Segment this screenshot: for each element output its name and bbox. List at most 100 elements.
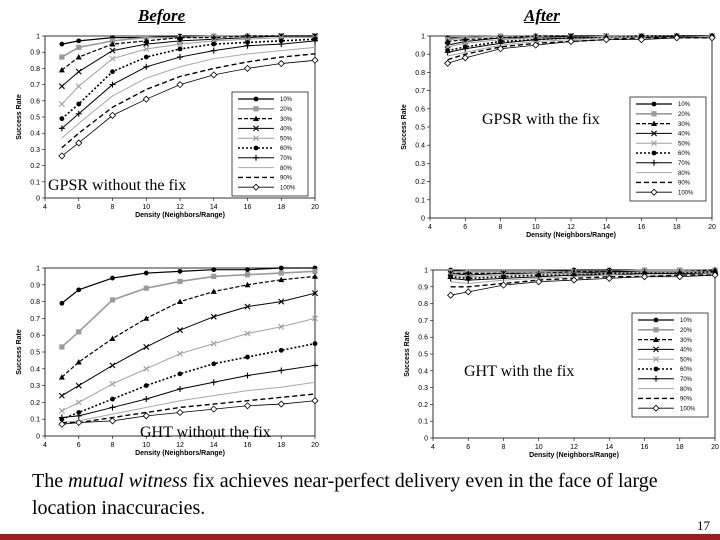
legend-label: 20% (280, 107, 293, 113)
data-point (570, 276, 578, 284)
legend-label: 60% (678, 151, 691, 157)
data-point (76, 38, 82, 44)
y-tick-label: 0.7 (30, 316, 40, 323)
y-tick-label: 0.9 (30, 50, 40, 57)
data-point (278, 323, 285, 330)
data-point (59, 300, 65, 306)
series-90pct (61, 393, 316, 424)
data-point (676, 273, 684, 281)
chart-figure: 00.10.20.30.40.50.60.70.80.914 6 8 10 12 14 16… (16, 33, 719, 459)
data-point (59, 54, 65, 60)
data-point (58, 101, 65, 108)
data-point (602, 36, 610, 44)
x-tick-label: 14 (210, 204, 218, 211)
data-point (244, 272, 251, 278)
x-tick-label: 16 (244, 442, 252, 449)
y-tick-label: 0.1 (30, 417, 40, 424)
data-point (447, 291, 455, 299)
data-point (177, 298, 183, 304)
data-point (277, 400, 285, 408)
data-point (462, 45, 469, 52)
data-point (244, 303, 251, 310)
data-point (461, 54, 469, 62)
y-tick-label: 0.9 (418, 284, 428, 291)
data-point (177, 327, 183, 334)
x-tick-label: 16 (641, 444, 649, 451)
data-point (312, 290, 318, 297)
legend-marker (253, 154, 259, 161)
y-tick-label: 0 (36, 434, 40, 441)
caption-post: fix achieves near-perfect delivery even … (32, 470, 658, 519)
x-tick-label: 18 (277, 204, 285, 211)
legend-label: 70% (280, 156, 293, 162)
y-tick-label: 1 (36, 34, 40, 41)
data-point (277, 59, 285, 68)
y-tick-label: 0.1 (415, 197, 425, 204)
x-tick-label: 20 (311, 204, 319, 211)
y-axis-title: Success Rate (404, 331, 411, 377)
legend-label: 60% (680, 367, 693, 373)
legend-marker (653, 375, 659, 382)
series-40pct (58, 290, 318, 399)
y-tick-label: 0.6 (418, 335, 428, 342)
data-point (109, 38, 116, 44)
legend-label: 20% (678, 112, 691, 118)
y-tick-label: 0.8 (30, 299, 40, 306)
data-point (312, 362, 318, 369)
legend-box (231, 91, 309, 197)
y-tick-label: 0.9 (30, 282, 40, 289)
data-point (243, 64, 252, 72)
series-80pct (61, 381, 316, 424)
data-point (142, 412, 150, 420)
caption-emphasis: mutual witness (68, 470, 188, 492)
data-point (244, 330, 251, 337)
panel-label: GPSR without the fix (48, 177, 186, 194)
y-tick-label: 0 (421, 216, 425, 223)
series-line (61, 381, 316, 424)
data-point (567, 37, 575, 46)
x-tick-label: 14 (602, 224, 610, 231)
data-point (278, 276, 285, 283)
data-point (176, 408, 184, 417)
legend-label: 100% (680, 406, 696, 412)
data-point (110, 396, 115, 402)
data-point (278, 265, 284, 271)
data-point (110, 275, 115, 281)
data-point (75, 412, 82, 419)
series-30pct (58, 273, 318, 380)
gpsr-after-chart: 00.10.20.30.40.50.60.70.80.914 6 8 10 12 14 16… (401, 33, 716, 239)
data-point (143, 54, 149, 60)
legend-marker (653, 327, 659, 333)
legend-marker (253, 125, 259, 132)
legend-box (631, 312, 709, 418)
data-point (210, 71, 218, 79)
y-tick-label: 0.7 (30, 82, 40, 89)
legend-label: 80% (280, 166, 293, 172)
x-tick-label: 10 (535, 444, 543, 451)
x-tick-label: 6 (77, 442, 81, 449)
legend-label: 40% (680, 348, 693, 354)
legend-marker (653, 356, 659, 363)
data-point (210, 313, 217, 320)
gpsr-before-chart: 00.10.20.30.40.50.60.70.80.914 6 8 10 12 14 16… (16, 33, 319, 219)
legend-marker (651, 150, 657, 156)
data-point (245, 267, 250, 273)
data-point (637, 36, 646, 44)
y-tick-label: 0 (36, 196, 40, 203)
data-point (59, 344, 65, 350)
y-tick-label: 0.5 (30, 350, 40, 357)
data-point (58, 414, 65, 421)
data-point (244, 42, 251, 49)
legend-label: 100% (678, 190, 694, 196)
data-point (76, 101, 82, 107)
y-tick-label: 0.1 (418, 419, 428, 426)
y-tick-label: 0.2 (30, 400, 40, 407)
data-point (312, 37, 318, 44)
data-point (444, 43, 451, 50)
data-point (708, 34, 716, 42)
x-tick-label: 20 (708, 224, 716, 231)
y-tick-label: 1 (421, 34, 425, 41)
x-tick-label: 16 (638, 224, 646, 231)
x-tick-label: 12 (176, 442, 184, 449)
legend-label: 60% (280, 146, 293, 152)
